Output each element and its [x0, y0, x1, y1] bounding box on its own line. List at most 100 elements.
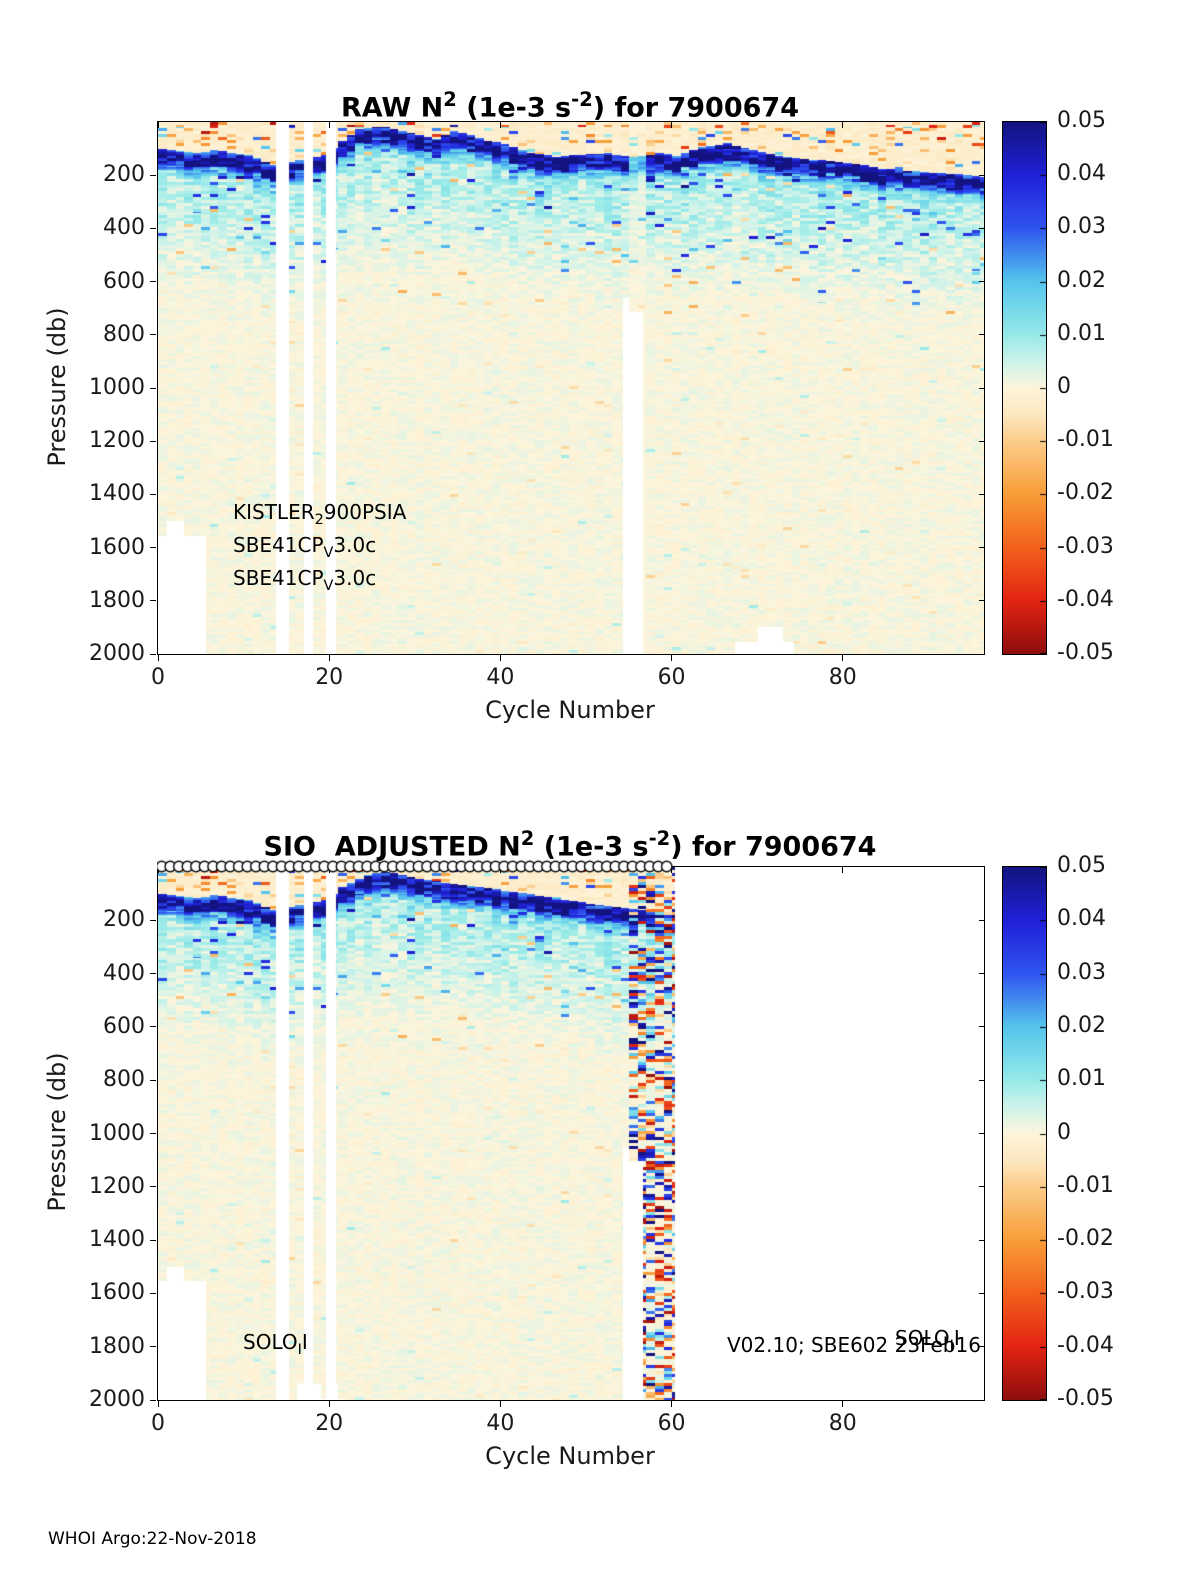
colorbar-tick-label-raw: -0.04	[1057, 586, 1114, 612]
y-tick-right-raw	[979, 174, 985, 176]
x-tick-label-raw: 60	[657, 665, 686, 690]
y-tick-adjusted	[150, 1292, 156, 1294]
text-run: (1e-3 s	[456, 92, 572, 124]
heatmap-raw-canvas	[158, 122, 984, 654]
annotation-raw-1: SBE41CPV3.0c	[233, 533, 376, 565]
y-tick-adjusted	[150, 919, 156, 921]
y-tick-adjusted	[150, 1079, 156, 1081]
text-run: SOLO	[243, 1330, 298, 1354]
y-tick-label-adjusted: 1800	[89, 1333, 145, 1359]
text-run: 3.0c	[333, 566, 377, 590]
cycle-marker-circles	[157, 857, 983, 877]
annotation-adjusted-2: SOLOII	[895, 1326, 960, 1358]
y-tick-label-raw: 600	[103, 268, 145, 294]
x-tick-adjusted	[671, 1401, 673, 1407]
y-tick-right-adjusted	[979, 973, 985, 975]
colorbar-tick-label-raw: 0.03	[1057, 214, 1106, 240]
y-tick-adjusted	[150, 1346, 156, 1348]
text-run: V02.10; SBE602 23Feb16	[727, 1333, 981, 1357]
annotation-raw-2: SBE41CPV3.0c	[233, 566, 376, 598]
x-tick-adjusted	[328, 1401, 330, 1407]
colorbar-tick-label-adjusted: 0.03	[1057, 959, 1106, 985]
text-run: KISTLER	[233, 500, 315, 524]
x-tick-raw	[157, 655, 159, 661]
x-tick-label-adjusted: 40	[486, 1411, 515, 1436]
colorbar-tick-label-adjusted: -0.04	[1057, 1332, 1114, 1358]
y-tick-right-adjusted	[979, 1079, 985, 1081]
colorbar-tick-label-adjusted: -0.01	[1057, 1172, 1114, 1198]
y-tick-right-adjusted	[979, 1399, 985, 1401]
footer-credit: WHOI Argo:22-Nov-2018	[48, 1529, 257, 1549]
colorbar-tick-label-adjusted: -0.05	[1057, 1386, 1114, 1411]
superscript: -2	[571, 88, 593, 111]
y-tick-label-adjusted: 1600	[89, 1280, 145, 1306]
colorbar-tick-label-adjusted: -0.03	[1057, 1279, 1114, 1305]
text-run: I	[301, 1330, 308, 1354]
text-run: SBE41CP	[233, 566, 324, 590]
subscript: V	[323, 578, 334, 595]
colorbar-tick-label-raw: 0.02	[1057, 267, 1106, 293]
y-tick-label-raw: 400	[103, 215, 145, 241]
colorbar-tick-label-raw: -0.03	[1057, 533, 1114, 559]
x-tick-label-adjusted: 20	[315, 1411, 344, 1436]
x-tick-label-adjusted: 60	[657, 1411, 686, 1436]
y-tick-adjusted	[150, 1026, 156, 1028]
y-tick-raw	[150, 547, 156, 549]
y-tick-raw	[150, 334, 156, 336]
y-tick-label-adjusted: 1200	[89, 1173, 145, 1199]
heatmap-adjusted-canvas	[158, 867, 984, 1400]
colorbar-tick-label-adjusted: 0.04	[1057, 906, 1106, 932]
y-tick-right-raw	[979, 493, 985, 495]
x-tick-top-raw	[328, 122, 330, 128]
x-tick-label-raw: 20	[315, 665, 344, 690]
colorbar-adjusted	[1002, 866, 1047, 1401]
subscript: I	[297, 1342, 302, 1359]
y-tick-adjusted	[150, 1399, 156, 1401]
y-tick-adjusted	[150, 1133, 156, 1134]
y-tick-right-adjusted	[979, 919, 985, 921]
y-tick-right-raw	[979, 387, 985, 389]
y-tick-label-adjusted: 600	[103, 1013, 145, 1039]
superscript: 2	[520, 827, 535, 850]
x-axis-label-raw: Cycle Number	[485, 696, 655, 724]
y-tick-label-raw: 2000	[89, 641, 145, 666]
y-tick-right-raw	[979, 281, 985, 283]
annotation-adjusted-1: V02.10; SBE602 23Feb16	[727, 1333, 981, 1357]
x-tick-label-adjusted: 80	[828, 1411, 857, 1436]
colorbar-tick-label-adjusted: 0	[1057, 1119, 1071, 1145]
x-tick-raw	[671, 655, 673, 661]
x-tick-top-raw	[499, 122, 501, 128]
x-tick-adjusted	[499, 1401, 501, 1407]
x-tick-adjusted	[157, 1401, 159, 1407]
text-run: I	[953, 1326, 960, 1350]
colorbar-tick-label-raw: 0	[1057, 374, 1071, 399]
text-run: RAW N	[341, 92, 444, 124]
y-tick-label-raw: 1600	[89, 534, 145, 560]
x-tick-top-raw	[157, 122, 159, 128]
y-tick-raw	[150, 227, 156, 229]
x-tick-label-raw: 80	[828, 665, 857, 690]
y-tick-adjusted	[150, 1239, 156, 1241]
y-tick-right-adjusted	[979, 1133, 985, 1134]
text-run: 900PSIA	[323, 500, 407, 524]
chart-title-raw: RAW N2 (1e-3 s-2) for 7900674	[157, 85, 983, 124]
y-tick-raw	[150, 174, 156, 176]
colorbar-tick-label-raw: 0.05	[1057, 108, 1106, 133]
y-tick-right-adjusted	[979, 1292, 985, 1294]
y-tick-label-raw: 1400	[89, 481, 145, 507]
text-run: ) for 7900674	[592, 92, 799, 124]
y-tick-raw	[150, 653, 156, 655]
y-tick-label-adjusted: 200	[103, 907, 145, 933]
text-run: SBE41CP	[233, 533, 324, 557]
heatmap-adjusted-axes	[157, 866, 985, 1401]
y-tick-raw	[150, 387, 156, 389]
x-tick-top-raw	[842, 122, 844, 128]
superscript: 2	[443, 88, 457, 111]
x-tick-adjusted	[842, 1401, 844, 1407]
y-tick-right-raw	[979, 653, 985, 655]
y-tick-label-adjusted: 800	[103, 1067, 145, 1093]
colorbar-tick-label-adjusted: -0.02	[1057, 1226, 1114, 1252]
annotation-adjusted-0: SOLOII	[243, 1330, 308, 1362]
y-tick-right-raw	[979, 440, 985, 442]
